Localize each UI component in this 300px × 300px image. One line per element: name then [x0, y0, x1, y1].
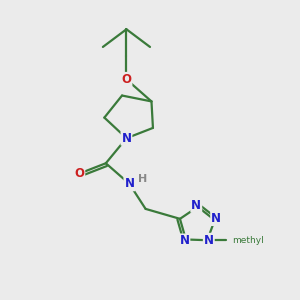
Text: O: O: [74, 167, 84, 180]
Text: N: N: [211, 212, 221, 225]
Text: O: O: [122, 73, 131, 86]
Text: N: N: [204, 234, 214, 247]
Text: H: H: [138, 174, 147, 184]
Text: N: N: [122, 132, 131, 145]
Text: methyl: methyl: [232, 236, 263, 245]
Text: N: N: [124, 177, 134, 190]
Text: N: N: [191, 199, 201, 212]
Text: N: N: [179, 234, 189, 248]
